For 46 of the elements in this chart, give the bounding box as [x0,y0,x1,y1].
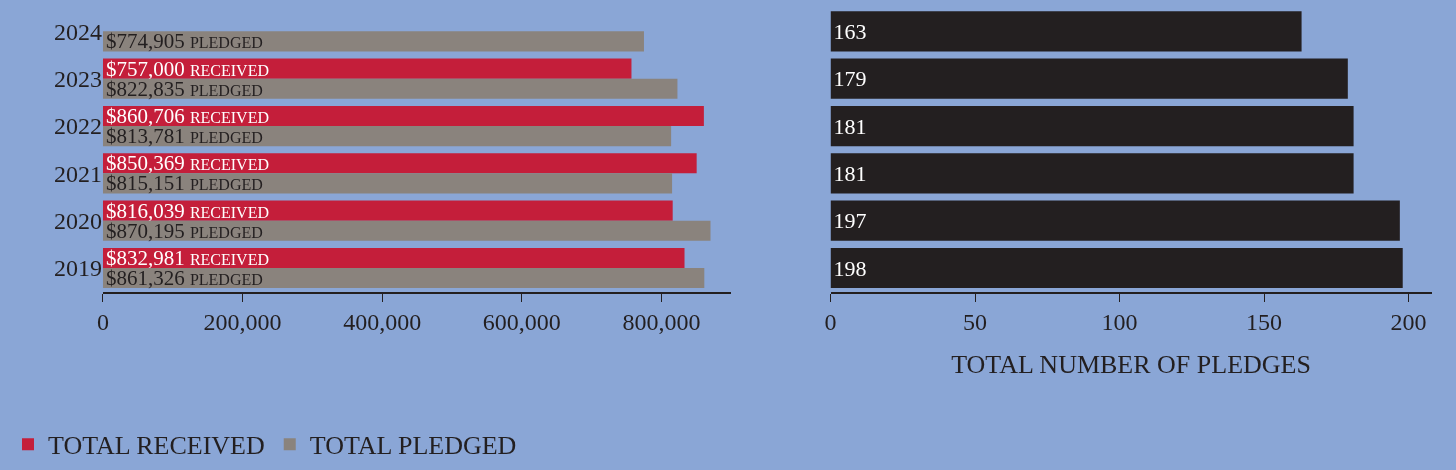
x-tick-label: 400,000 [343,309,422,336]
data-label: $757,000 RECEIVED [105,56,270,81]
bar [830,200,1400,241]
data-label: 163 [833,18,867,44]
bar [102,126,672,147]
bar [102,200,673,221]
y-tick-label: 2023 [53,66,102,93]
bar [830,105,1354,147]
bar [830,11,1302,52]
bar [830,153,1354,194]
data-label: 181 [833,113,867,139]
data-label: $774,905 PLEDGED [105,29,263,54]
x-tick-label: 0 [96,309,109,336]
data-label: 197 [833,208,867,234]
x-tick-label: 100 [1101,309,1138,336]
bar [102,153,697,174]
bar [102,247,685,268]
data-label: 181 [833,160,867,186]
data-label: $816,039 RECEIVED [105,198,270,223]
x-tick-label: 200 [1390,309,1427,336]
legend-label: TOTAL PLEDGED [309,431,517,461]
y-tick-label: 2021 [53,160,102,187]
data-label: $832,981 RECEIVED [105,245,270,270]
data-label: 179 [833,66,867,92]
bar [102,58,632,79]
x-tick-label: 150 [1246,309,1283,336]
bar [102,173,673,194]
bar [102,268,705,289]
x-tick-label: 800,000 [622,309,701,336]
data-label: 198 [833,255,867,281]
x-tick-label: 600,000 [482,309,561,336]
x-axis-title: TOTAL NUMBER OF PLEDGES [951,349,1311,379]
bar [830,247,1403,289]
bar [102,31,644,52]
x-tick-label: 50 [963,309,988,336]
data-label: $850,369 RECEIVED [105,151,270,176]
x-tick-label: 200,000 [203,309,282,336]
bar [102,105,704,127]
bar [830,58,1348,99]
y-tick-label: 2019 [53,255,102,282]
y-tick-label: 2022 [53,113,102,140]
y-tick-label: 2024 [53,18,102,45]
y-tick-label: 2020 [53,208,102,235]
data-label: $860,706 RECEIVED [105,103,270,128]
legend-label: TOTAL RECEIVED [48,431,265,461]
x-tick-label: 0 [824,309,837,336]
